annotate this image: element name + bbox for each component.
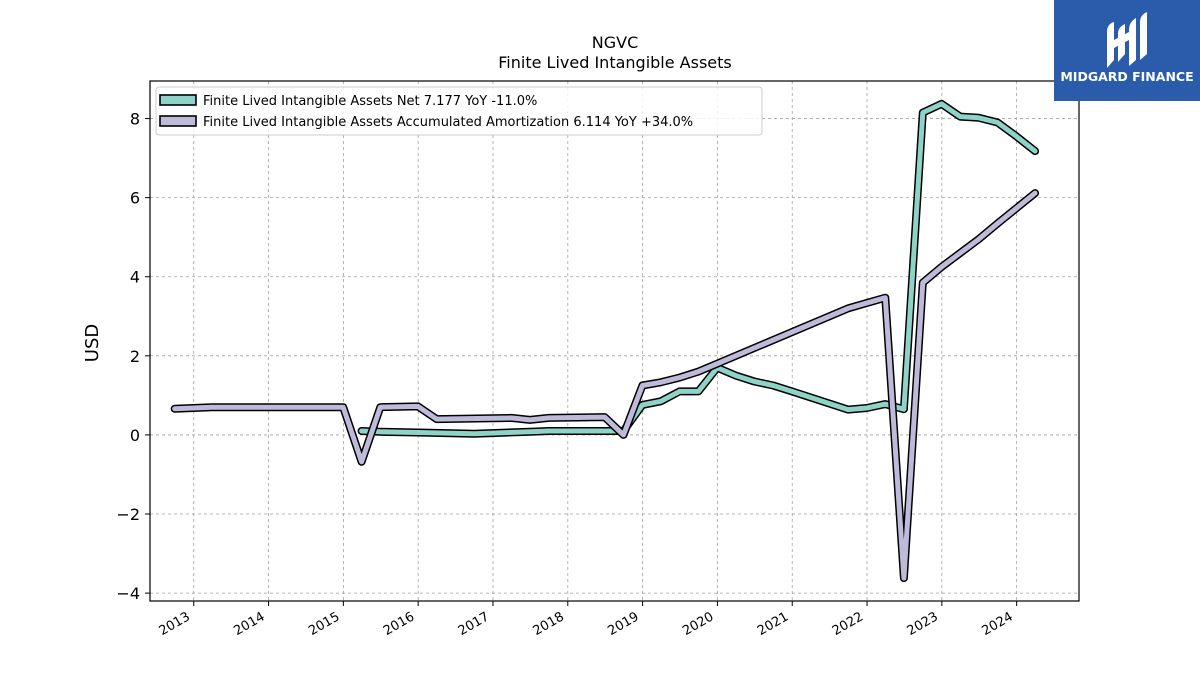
legend-swatch — [159, 94, 197, 106]
y-tick-label: 0 — [130, 426, 140, 445]
x-tick-label: 2016 — [381, 609, 417, 639]
x-tick-label: 2017 — [456, 609, 492, 639]
midgard-m-logo-icon — [1107, 12, 1147, 68]
brand-logo: MIDGARD FINANCE — [1054, 0, 1200, 101]
y-tick-label: −2 — [116, 505, 140, 524]
y-tick-label: 4 — [130, 268, 140, 287]
y-tick-label: 6 — [130, 189, 140, 208]
x-tick-label: 2024 — [979, 609, 1015, 639]
legend-box — [155, 86, 763, 136]
x-tick-label: 2015 — [306, 609, 342, 639]
x-tick-label: 2019 — [605, 609, 641, 639]
x-tick-label: 2018 — [531, 609, 567, 639]
legend-label: Finite Lived Intangible Assets Net 7.177… — [203, 94, 537, 109]
x-tick-label: 2021 — [755, 609, 791, 639]
legend: Finite Lived Intangible Assets Net 7.177… — [155, 86, 763, 136]
series-lines — [170, 99, 1040, 583]
axis-ticks: −4 −2 0 2 4 6 8 2013 2014 2015 2016 2017 2018 2019 202… — [116, 110, 1018, 639]
x-tick-label: 2020 — [680, 609, 716, 639]
y-tick-label: 2 — [130, 347, 140, 366]
x-tick-label: 2013 — [157, 609, 193, 639]
legend-swatch — [159, 115, 197, 127]
brand-name: MIDGARD FINANCE — [1060, 69, 1194, 84]
x-tick-label: 2014 — [231, 609, 267, 639]
series-line-2 — [172, 190, 1038, 581]
plot-frame — [149, 80, 1080, 602]
legend-label: Finite Lived Intangible Assets Accumulat… — [203, 115, 693, 130]
y-tick-label: 8 — [130, 110, 140, 129]
series-line-1 — [359, 101, 1038, 437]
x-tick-label: 2023 — [905, 609, 941, 639]
x-tick-label: 2022 — [830, 609, 866, 639]
y-tick-label: −4 — [116, 584, 140, 603]
chart-title: NGVC — [592, 33, 638, 52]
y-axis-label: USD — [82, 324, 103, 362]
chart-subtitle: Finite Lived Intangible Assets — [498, 53, 731, 72]
grid — [150, 81, 1079, 601]
